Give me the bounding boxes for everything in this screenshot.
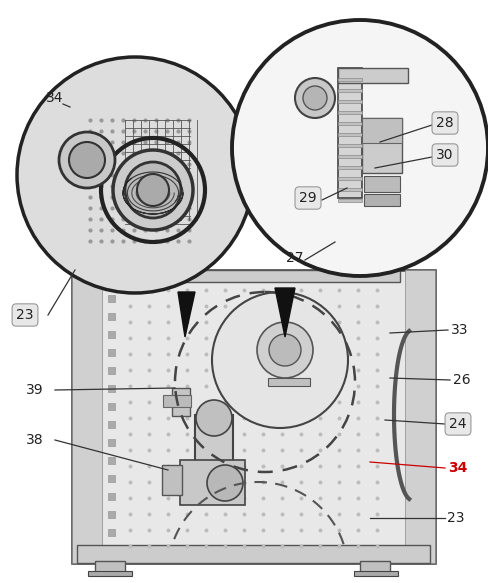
Bar (95, 561, 125, 573)
Circle shape (207, 465, 243, 501)
Bar (162, 465, 182, 495)
Text: 23: 23 (16, 308, 34, 322)
Circle shape (295, 78, 335, 118)
Text: 33: 33 (451, 323, 469, 337)
Circle shape (212, 292, 348, 428)
Text: 39: 39 (26, 383, 44, 397)
Bar (108, 421, 115, 428)
Circle shape (69, 142, 105, 178)
Bar (338, 89, 362, 92)
Bar (195, 415, 233, 490)
Circle shape (196, 400, 232, 436)
Bar (338, 68, 362, 198)
Bar (338, 188, 362, 191)
Bar (354, 571, 398, 576)
Bar (108, 367, 115, 374)
Bar (108, 493, 115, 500)
Text: 38: 38 (26, 433, 44, 447)
Bar (338, 68, 408, 83)
Bar (338, 122, 362, 125)
Bar (108, 313, 115, 320)
Bar (108, 331, 115, 338)
Circle shape (232, 20, 488, 276)
Bar (108, 475, 115, 482)
Circle shape (59, 132, 115, 188)
Bar (338, 144, 362, 147)
Bar (338, 166, 362, 169)
Bar (108, 529, 115, 536)
Text: 34: 34 (46, 91, 64, 105)
Bar (163, 395, 191, 407)
Polygon shape (178, 292, 195, 337)
Bar (268, 378, 310, 386)
Bar (364, 194, 400, 206)
Circle shape (17, 57, 253, 293)
Bar (103, 270, 400, 282)
Text: 24: 24 (449, 417, 467, 431)
Text: 28: 28 (436, 116, 454, 130)
Circle shape (137, 174, 169, 206)
Bar (338, 133, 362, 136)
Circle shape (269, 334, 301, 366)
Bar (405, 270, 435, 563)
Bar (72, 270, 435, 563)
Bar (362, 118, 402, 173)
Text: 29: 29 (299, 191, 317, 205)
Bar (108, 403, 115, 410)
Bar (180, 460, 245, 505)
Circle shape (257, 322, 313, 378)
Text: 27: 27 (286, 251, 304, 265)
Circle shape (303, 86, 327, 110)
Bar (108, 511, 115, 518)
Bar (172, 388, 190, 416)
Bar (77, 545, 430, 563)
Bar (360, 561, 390, 573)
Text: 23: 23 (447, 511, 465, 525)
Text: 34: 34 (448, 461, 468, 475)
Bar (338, 78, 362, 81)
Bar (88, 571, 132, 576)
Bar (108, 295, 115, 302)
Bar (338, 111, 362, 114)
Circle shape (125, 162, 181, 218)
Bar (338, 199, 362, 202)
Bar (108, 349, 115, 356)
Bar (108, 385, 115, 392)
Bar (72, 270, 102, 563)
Circle shape (113, 150, 193, 230)
Polygon shape (275, 288, 295, 337)
Text: 26: 26 (453, 373, 471, 387)
Bar (338, 100, 362, 103)
Text: 30: 30 (436, 148, 454, 162)
Bar (364, 176, 400, 192)
Bar (338, 177, 362, 180)
Bar (108, 457, 115, 464)
Bar (362, 118, 402, 143)
Bar (108, 439, 115, 446)
Bar (338, 155, 362, 158)
